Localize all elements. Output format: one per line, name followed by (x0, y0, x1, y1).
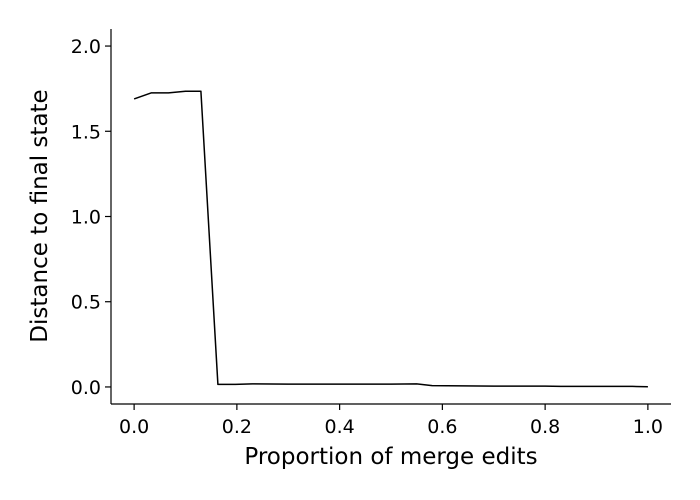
x-tick-label: 1.0 (633, 416, 663, 438)
y-axis: 0.0 0.5 1.0 1.5 2.0 (71, 29, 112, 404)
y-tick-label: 1.5 (71, 121, 101, 143)
x-tick-label: 0.2 (222, 416, 252, 438)
plot-area (133, 90, 648, 388)
series-line-0 (133, 90, 648, 388)
x-tick-label: 0.8 (530, 416, 560, 438)
x-tick-label: 0.4 (325, 416, 355, 438)
y-tick-label: 2.0 (71, 36, 101, 58)
x-tick-label: 0.6 (427, 416, 457, 438)
x-axis: 0.0 0.2 0.4 0.6 0.8 1.0 (111, 403, 671, 438)
y-tick-label: 0.5 (71, 292, 101, 314)
y-tick-label: 1.0 (71, 207, 101, 229)
x-axis-label: Proportion of merge edits (244, 444, 537, 470)
y-tick-label: 0.0 (71, 377, 101, 399)
y-axis-label: Distance to final state (27, 89, 53, 342)
x-tick-label: 0.0 (119, 416, 149, 438)
